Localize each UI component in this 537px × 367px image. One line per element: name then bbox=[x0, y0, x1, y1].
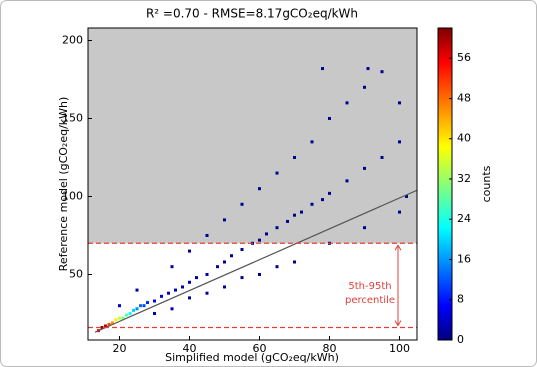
chart-title: R² =0.70 - RMSE=8.17gCO₂eq/kWh bbox=[146, 7, 358, 21]
colorbar-tick-label: 56 bbox=[457, 51, 471, 64]
point bbox=[363, 85, 366, 89]
y-tick-label: 150 bbox=[62, 111, 83, 124]
colorbar-tick-label: 16 bbox=[457, 252, 471, 265]
y-tick-label: 200 bbox=[62, 33, 83, 46]
point bbox=[398, 101, 401, 105]
point bbox=[258, 272, 261, 276]
outside-range-shade bbox=[88, 28, 417, 244]
point bbox=[321, 67, 324, 71]
x-tick-label: 40 bbox=[183, 342, 197, 355]
point bbox=[398, 140, 401, 144]
point bbox=[398, 210, 401, 214]
point bbox=[205, 291, 209, 295]
point bbox=[181, 285, 184, 289]
point bbox=[121, 316, 125, 320]
x-tick-label: 100 bbox=[389, 342, 410, 355]
point bbox=[345, 101, 349, 105]
point bbox=[380, 70, 384, 74]
point bbox=[293, 213, 296, 217]
point bbox=[135, 307, 139, 311]
colorbar-label: counts bbox=[480, 165, 493, 202]
point bbox=[153, 299, 156, 303]
plot-frame bbox=[87, 27, 418, 341]
point bbox=[125, 313, 128, 317]
point bbox=[160, 294, 163, 298]
point bbox=[380, 155, 384, 159]
point bbox=[300, 210, 303, 214]
point bbox=[328, 116, 331, 120]
point bbox=[223, 260, 226, 264]
fit-line bbox=[94, 189, 418, 333]
point bbox=[104, 324, 107, 328]
point bbox=[114, 318, 118, 322]
y-tick-label: 100 bbox=[62, 189, 83, 202]
point bbox=[345, 179, 349, 183]
annotation: 5th-95th bbox=[348, 281, 391, 292]
colorbar-tick-label: 0 bbox=[457, 333, 464, 346]
point bbox=[223, 218, 226, 222]
point bbox=[405, 194, 408, 198]
point bbox=[216, 265, 219, 269]
point bbox=[153, 311, 156, 315]
point bbox=[363, 166, 366, 170]
point bbox=[286, 219, 289, 223]
point bbox=[265, 232, 268, 236]
point bbox=[174, 288, 177, 292]
point bbox=[328, 191, 331, 195]
point bbox=[128, 311, 132, 315]
point bbox=[132, 308, 135, 312]
point bbox=[139, 304, 142, 308]
colorbar-tick-label: 40 bbox=[457, 132, 471, 145]
point bbox=[170, 307, 174, 311]
point bbox=[118, 304, 121, 308]
point bbox=[142, 304, 146, 308]
colorbar-tick-label: 48 bbox=[457, 91, 471, 104]
y-tick-label: 50 bbox=[69, 267, 83, 280]
point bbox=[188, 280, 191, 284]
point bbox=[230, 254, 233, 258]
point bbox=[366, 67, 370, 71]
point bbox=[310, 140, 314, 144]
point bbox=[167, 291, 170, 295]
point bbox=[100, 326, 104, 330]
point bbox=[205, 233, 209, 237]
x-axis-label: Simplified model (gCO₂eq/kWh) bbox=[165, 351, 339, 364]
x-tick-label: 20 bbox=[113, 342, 127, 355]
point bbox=[240, 276, 244, 280]
colorbar-tick-label: 32 bbox=[457, 172, 471, 185]
point bbox=[170, 265, 174, 269]
colorbar-tick-label: 8 bbox=[457, 293, 464, 306]
arrow-head bbox=[394, 244, 402, 327]
point bbox=[135, 288, 139, 292]
x-tick-label: 80 bbox=[323, 342, 337, 355]
point bbox=[195, 276, 198, 280]
point bbox=[188, 296, 191, 300]
point bbox=[240, 202, 244, 206]
point bbox=[205, 272, 209, 276]
point bbox=[321, 198, 324, 202]
y-axis-label: Reference model (gCO₂eq/kWh) bbox=[57, 97, 70, 272]
point bbox=[363, 226, 366, 230]
point bbox=[258, 238, 261, 242]
x-tick-label: 60 bbox=[253, 342, 267, 355]
point bbox=[293, 260, 296, 264]
point bbox=[275, 171, 279, 175]
colorbar bbox=[437, 27, 453, 341]
point bbox=[107, 322, 111, 326]
colorbar-tick-label: 24 bbox=[457, 212, 471, 225]
point bbox=[188, 249, 191, 253]
point bbox=[240, 248, 244, 252]
point bbox=[111, 321, 114, 325]
point bbox=[275, 226, 279, 230]
point bbox=[310, 202, 314, 206]
point bbox=[258, 187, 261, 191]
point bbox=[223, 285, 226, 289]
annotation: percentile bbox=[345, 295, 395, 306]
point bbox=[118, 316, 121, 320]
point bbox=[293, 155, 296, 159]
point bbox=[146, 301, 149, 305]
point bbox=[275, 265, 279, 269]
